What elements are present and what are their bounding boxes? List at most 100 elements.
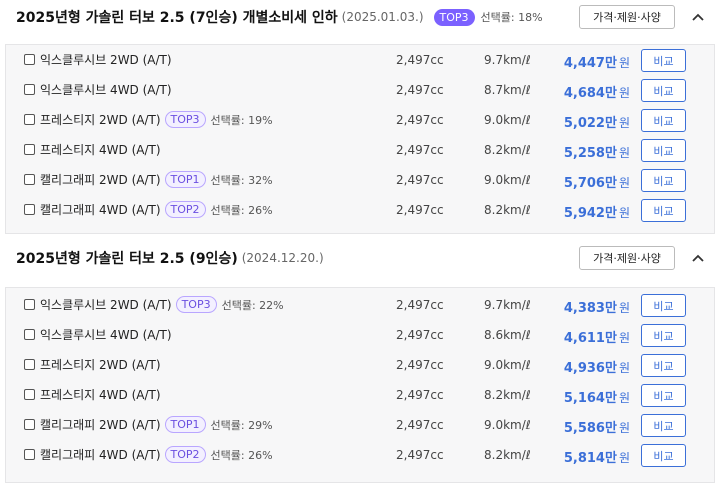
trim-name-text: 캘리그래피 2WD (A/T)	[40, 173, 161, 187]
fuel-efficiency: 9.0km/ℓ	[484, 113, 531, 127]
trim-name-text: 캘리그래피 4WD (A/T)	[40, 203, 161, 217]
trim-row: 캘리그래피 2WD (A/T) TOP1 선택률: 29% 2,497cc 9.0km/…	[6, 412, 714, 442]
trim-row: 익스클루시브 2WD (A/T) TOP3 선택률: 22% 2,497cc 9.7km…	[6, 292, 714, 322]
trim-name-text: 익스클루시브 2WD (A/T)	[40, 298, 172, 312]
chevron-up-icon[interactable]	[690, 9, 706, 25]
compare-button[interactable]: 비교	[641, 444, 686, 467]
checkbox-icon[interactable]	[24, 144, 35, 155]
compare-button[interactable]: 비교	[641, 169, 686, 192]
compare-button[interactable]: 비교	[641, 199, 686, 222]
price-unit: 원	[618, 331, 630, 345]
checkbox-icon[interactable]	[24, 449, 35, 460]
price-value: 5,022만	[563, 116, 617, 131]
fuel-efficiency: 8.6km/ℓ	[484, 328, 531, 342]
section-date: (2024.12.20.)	[241, 251, 324, 265]
price-unit: 원	[618, 146, 630, 160]
price: 4,383만 원	[564, 297, 630, 316]
displacement: 2,497cc	[396, 298, 444, 312]
compare-button[interactable]: 비교	[641, 79, 686, 102]
checkbox-icon[interactable]	[24, 54, 35, 65]
price-unit: 원	[618, 56, 630, 70]
price-value: 5,706만	[563, 176, 617, 191]
price-unit: 원	[618, 421, 630, 435]
spec-button[interactable]: 가격·제원·사양	[579, 5, 675, 29]
select-rate: 선택률: 19%	[210, 113, 273, 127]
trim-name-text: 프레스티지 2WD (A/T)	[40, 113, 161, 127]
spec-button[interactable]: 가격·제원·사양	[579, 246, 675, 270]
trim-name[interactable]: 캘리그래피 4WD (A/T) TOP2 선택률: 26%	[40, 446, 273, 463]
compare-button[interactable]: 비교	[641, 49, 686, 72]
fuel-efficiency: 9.0km/ℓ	[484, 418, 531, 432]
trim-name[interactable]: 캘리그래피 2WD (A/T) TOP1 선택률: 29%	[40, 416, 273, 433]
chevron-up-icon[interactable]	[690, 250, 706, 266]
price-value: 4,611만	[563, 331, 617, 346]
displacement: 2,497cc	[396, 113, 444, 127]
rank-badge: TOP1	[164, 171, 206, 188]
price: 4,684만 원	[564, 82, 630, 101]
trim-name[interactable]: 프레스티지 2WD (A/T)	[40, 356, 161, 373]
price: 4,936만 원	[564, 357, 630, 376]
trim-name[interactable]: 캘리그래피 2WD (A/T) TOP1 선택률: 32%	[40, 171, 273, 188]
checkbox-icon[interactable]	[24, 204, 35, 215]
trim-name[interactable]: 익스클루시브 2WD (A/T)	[40, 51, 172, 68]
price-value: 4,383만	[563, 301, 617, 316]
trim-name[interactable]: 프레스티지 2WD (A/T) TOP3 선택률: 19%	[40, 111, 273, 128]
compare-button[interactable]: 비교	[641, 294, 686, 317]
checkbox-icon[interactable]	[24, 299, 35, 310]
trim-name[interactable]: 프레스티지 4WD (A/T)	[40, 386, 161, 403]
price-value: 5,586만	[563, 421, 617, 436]
checkbox-icon[interactable]	[24, 114, 35, 125]
trim-name[interactable]: 캘리그래피 4WD (A/T) TOP2 선택률: 26%	[40, 201, 273, 218]
section-header-9-seat: 2025년형 가솔린 터보 2.5 (9인승) (2024.12.20.) 가격…	[0, 241, 728, 275]
price: 5,586만 원	[564, 417, 630, 436]
trim-name[interactable]: 프레스티지 4WD (A/T)	[40, 141, 161, 158]
trim-row: 프레스티지 4WD (A/T) 2,497cc 8.2km/ℓ 5,258만 원 비교	[6, 137, 714, 167]
price: 5,164만 원	[564, 387, 630, 406]
compare-button[interactable]: 비교	[641, 324, 686, 347]
checkbox-icon[interactable]	[24, 84, 35, 95]
trim-table-7-seat: 익스클루시브 2WD (A/T) 2,497cc 9.7km/ℓ 4,447만 원 비교 익…	[5, 44, 715, 234]
select-rate: 선택률: 22%	[221, 298, 284, 312]
compare-button[interactable]: 비교	[641, 414, 686, 437]
trim-row: 캘리그래피 2WD (A/T) TOP1 선택률: 32% 2,497cc 9.0km/…	[6, 167, 714, 197]
checkbox-icon[interactable]	[24, 359, 35, 370]
select-rate: 선택률: 26%	[210, 203, 273, 217]
compare-button[interactable]: 비교	[641, 109, 686, 132]
price-value: 4,684만	[563, 86, 617, 101]
rank-badge: TOP3	[175, 296, 217, 313]
trim-name-text: 프레스티지 4WD (A/T)	[40, 388, 161, 402]
trim-name-text: 캘리그래피 2WD (A/T)	[40, 418, 161, 432]
price-unit: 원	[618, 86, 630, 100]
select-rate: 선택률: 29%	[210, 418, 273, 432]
displacement: 2,497cc	[396, 53, 444, 67]
checkbox-icon[interactable]	[24, 389, 35, 400]
section-title-text: 2025년형 가솔린 터보 2.5 (7인승) 개별소비세 인하	[16, 10, 338, 26]
price: 5,814만 원	[564, 447, 630, 466]
price-unit: 원	[618, 451, 630, 465]
price-value: 5,258만	[563, 146, 617, 161]
price-value: 4,936만	[563, 361, 617, 376]
checkbox-icon[interactable]	[24, 329, 35, 340]
fuel-efficiency: 8.2km/ℓ	[484, 448, 531, 462]
displacement: 2,497cc	[396, 448, 444, 462]
trim-name[interactable]: 익스클루시브 2WD (A/T) TOP3 선택률: 22%	[40, 296, 284, 313]
compare-button[interactable]: 비교	[641, 354, 686, 377]
checkbox-icon[interactable]	[24, 174, 35, 185]
compare-button[interactable]: 비교	[641, 384, 686, 407]
rank-badge: TOP1	[164, 416, 206, 433]
trim-name[interactable]: 익스클루시브 4WD (A/T)	[40, 326, 172, 343]
price-unit: 원	[618, 391, 630, 405]
fuel-efficiency: 8.2km/ℓ	[484, 203, 531, 217]
fuel-efficiency: 8.2km/ℓ	[484, 388, 531, 402]
section-title: 2025년형 가솔린 터보 2.5 (7인승) 개별소비세 인하 (2025.0…	[16, 7, 543, 27]
trim-table-9-seat: 익스클루시브 2WD (A/T) TOP3 선택률: 22% 2,497cc 9.7km…	[5, 287, 715, 483]
displacement: 2,497cc	[396, 143, 444, 157]
price-unit: 원	[618, 301, 630, 315]
select-rate: 선택률: 26%	[210, 448, 273, 462]
compare-button[interactable]: 비교	[641, 139, 686, 162]
fuel-efficiency: 9.0km/ℓ	[484, 173, 531, 187]
trim-name[interactable]: 익스클루시브 4WD (A/T)	[40, 81, 172, 98]
checkbox-icon[interactable]	[24, 419, 35, 430]
trim-row: 익스클루시브 2WD (A/T) 2,497cc 9.7km/ℓ 4,447만 원 비교	[6, 47, 714, 77]
displacement: 2,497cc	[396, 418, 444, 432]
